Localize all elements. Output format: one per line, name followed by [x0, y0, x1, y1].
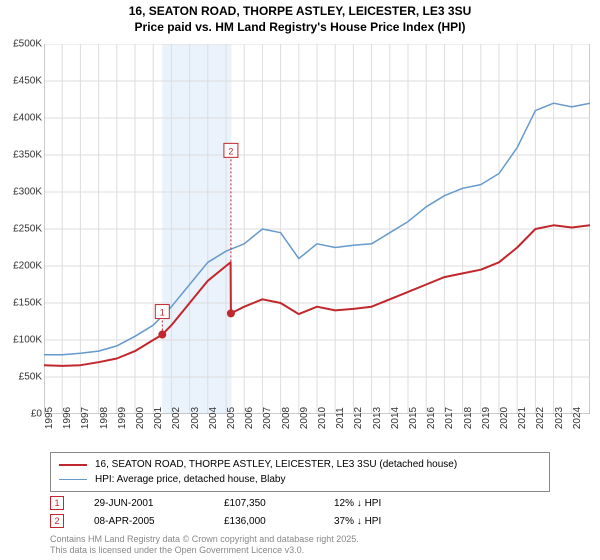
x-tick-label: 2024: [572, 407, 583, 429]
sale-date: 08-APR-2005: [94, 516, 224, 527]
x-tick-label: 2019: [481, 407, 492, 429]
y-tick-label: £500K: [13, 39, 42, 50]
sale-date: 29-JUN-2001: [94, 498, 224, 509]
chart-plot-area: 12: [44, 44, 590, 414]
footer-line2: This data is licensed under the Open Gov…: [50, 545, 359, 556]
x-tick-label: 2003: [190, 407, 201, 429]
y-tick-label: £100K: [13, 335, 42, 346]
title-line2: Price paid vs. HM Land Registry's House …: [0, 20, 600, 36]
y-axis: £0£50K£100K£150K£200K£250K£300K£350K£400…: [0, 44, 44, 414]
y-tick-label: £450K: [13, 76, 42, 87]
x-tick-label: 2000: [135, 407, 146, 429]
legend: 16, SEATON ROAD, THORPE ASTLEY, LEICESTE…: [50, 452, 550, 492]
x-tick-label: 2021: [517, 407, 528, 429]
x-tick-label: 2006: [244, 407, 255, 429]
svg-text:1: 1: [160, 308, 165, 318]
x-tick-label: 2022: [535, 407, 546, 429]
footer-notes: Contains HM Land Registry data © Crown c…: [50, 534, 359, 556]
x-tick-label: 2013: [372, 407, 383, 429]
x-axis: 1995199619971998199920002001200220032004…: [44, 414, 590, 450]
sale-price: £136,000: [224, 516, 334, 527]
x-tick-label: 2017: [444, 407, 455, 429]
y-tick-label: £150K: [13, 298, 42, 309]
x-tick-label: 1995: [44, 407, 55, 429]
sale-row: 1 29-JUN-2001£107,35012% ↓ HPI: [50, 494, 434, 512]
x-tick-label: 1998: [99, 407, 110, 429]
y-tick-label: £250K: [13, 224, 42, 235]
x-tick-label: 2014: [390, 407, 401, 429]
sale-pct: 12% ↓ HPI: [334, 498, 434, 509]
legend-item: HPI: Average price, detached house, Blab…: [59, 472, 541, 487]
y-tick-label: £400K: [13, 113, 42, 124]
x-tick-label: 2018: [463, 407, 474, 429]
legend-item: 16, SEATON ROAD, THORPE ASTLEY, LEICESTE…: [59, 457, 541, 472]
y-tick-label: £350K: [13, 150, 42, 161]
y-tick-label: £300K: [13, 187, 42, 198]
x-tick-label: 1996: [62, 407, 73, 429]
title-line1: 16, SEATON ROAD, THORPE ASTLEY, LEICESTE…: [0, 4, 600, 20]
y-tick-label: £0: [31, 409, 42, 420]
legend-swatch: [59, 479, 87, 480]
sale-row: 2 08-APR-2005£136,00037% ↓ HPI: [50, 512, 434, 530]
y-tick-label: £200K: [13, 261, 42, 272]
legend-swatch: [59, 464, 87, 466]
sales-table: 1 29-JUN-2001£107,35012% ↓ HPI 2 08-APR-200…: [50, 494, 434, 530]
x-tick-label: 2005: [226, 407, 237, 429]
x-tick-label: 2007: [262, 407, 273, 429]
x-tick-label: 1997: [80, 407, 91, 429]
x-tick-label: 2011: [335, 407, 346, 429]
x-tick-label: 2002: [171, 407, 182, 429]
x-tick-label: 2015: [408, 407, 419, 429]
y-tick-label: £50K: [19, 372, 42, 383]
x-tick-label: 2023: [554, 407, 565, 429]
svg-text:2: 2: [228, 146, 233, 156]
x-tick-label: 2020: [499, 407, 510, 429]
x-tick-label: 2009: [299, 407, 310, 429]
footer-line1: Contains HM Land Registry data © Crown c…: [50, 534, 359, 545]
sale-marker: 1: [50, 496, 64, 510]
legend-label: 16, SEATON ROAD, THORPE ASTLEY, LEICESTE…: [95, 457, 457, 472]
x-tick-label: 1999: [117, 407, 128, 429]
chart-title: 16, SEATON ROAD, THORPE ASTLEY, LEICESTE…: [0, 0, 600, 35]
x-tick-label: 2012: [353, 407, 364, 429]
x-tick-label: 2001: [153, 407, 164, 429]
sale-pct: 37% ↓ HPI: [334, 516, 434, 527]
x-tick-label: 2004: [208, 407, 219, 429]
legend-label: HPI: Average price, detached house, Blab…: [95, 472, 286, 487]
sale-price: £107,350: [224, 498, 334, 509]
x-tick-label: 2008: [281, 407, 292, 429]
x-tick-label: 2016: [426, 407, 437, 429]
chart-svg: 12: [44, 44, 590, 414]
x-tick-label: 2010: [317, 407, 328, 429]
sale-marker: 2: [50, 514, 64, 528]
